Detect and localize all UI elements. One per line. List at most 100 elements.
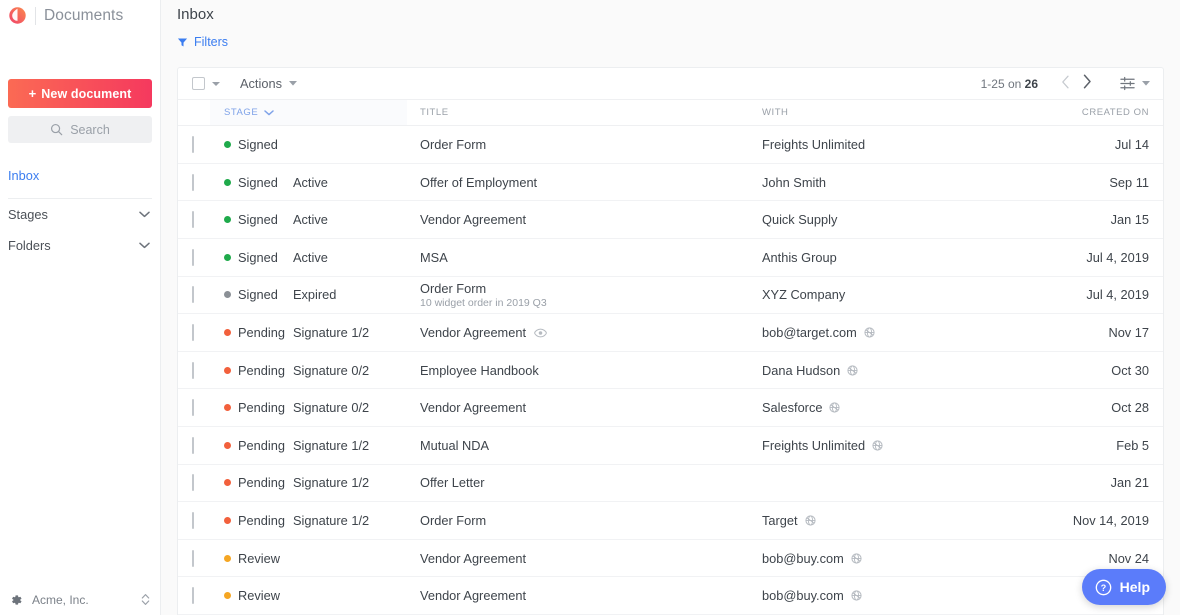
pagination-total: 26 xyxy=(1024,76,1038,91)
table-cell-title[interactable]: Vendor Agreement xyxy=(407,200,762,240)
chevron-left-icon[interactable] xyxy=(1054,75,1076,93)
table-cell-substage: Active xyxy=(293,200,407,240)
col-with[interactable]: WITH xyxy=(762,100,1012,127)
table-cell-title[interactable]: Offer of Employment xyxy=(407,163,762,202)
filters-button[interactable]: Filters xyxy=(177,35,1180,49)
table-cell-title[interactable]: Mutual NDA xyxy=(407,426,762,465)
stage-label: Pending xyxy=(238,513,285,529)
table-cell-stage: Review xyxy=(210,539,293,578)
table-cell-stage: Review xyxy=(210,576,293,615)
table-cell-title[interactable]: Offer Letter xyxy=(407,464,762,503)
help-label: Help xyxy=(1119,579,1150,595)
table-cell-title[interactable]: Order Form 10 widget order in 2019 Q3 xyxy=(407,276,762,315)
row-checkbox[interactable] xyxy=(192,361,194,379)
select-all-caret-down-icon[interactable] xyxy=(212,81,220,86)
new-document-button[interactable]: + New document xyxy=(8,79,152,108)
table-row[interactable]: Signed Expired Order Form 10 widget order i… xyxy=(178,276,1163,315)
row-checkbox[interactable] xyxy=(192,512,194,530)
pagination-count: 1-25 on 26 xyxy=(981,77,1038,91)
search-icon xyxy=(50,123,63,136)
table-row[interactable]: Pending Signature 0/2 Vendor Agreement Sale… xyxy=(178,388,1163,428)
actions-button[interactable]: Actions xyxy=(240,76,297,91)
table-cell-title[interactable]: MSA xyxy=(407,238,762,277)
with-label: Freights Unlimited xyxy=(762,137,866,153)
table-cell-checkbox xyxy=(178,426,210,465)
col-stage[interactable]: STAGE xyxy=(210,100,293,127)
col-stage-label: STAGE xyxy=(224,107,259,119)
table-cell-checkbox xyxy=(178,539,210,578)
table-row[interactable]: Review Vendor Agreement bob@buy.com Nov 24 xyxy=(178,539,1163,578)
column-settings-button[interactable] xyxy=(1120,76,1150,91)
sidebar-group-folders[interactable]: Folders xyxy=(0,230,160,261)
select-all-checkbox[interactable] xyxy=(192,77,205,91)
up-down-chevron-icon xyxy=(141,593,150,606)
table-cell-title[interactable]: Order Form xyxy=(407,125,762,164)
status-dot xyxy=(224,404,231,412)
with-label: bob@target.com xyxy=(762,325,857,341)
org-switcher[interactable]: Acme, Inc. xyxy=(0,583,160,615)
row-checkbox[interactable] xyxy=(192,474,194,492)
table-cell-with: Freights Unlimited xyxy=(762,426,1012,465)
title-label: Vendor Agreement xyxy=(420,212,527,228)
col-created-on[interactable]: CREATED ON xyxy=(1012,100,1163,127)
with-label: bob@buy.com xyxy=(762,588,844,604)
row-checkbox[interactable] xyxy=(192,436,194,454)
table-cell-checkbox xyxy=(178,351,210,390)
table-cell-substage: Expired xyxy=(293,276,407,315)
row-checkbox[interactable] xyxy=(192,286,194,304)
col-title[interactable]: TITLE xyxy=(407,100,762,127)
table-row[interactable]: Signed Active Vendor Agreement Quick Supply… xyxy=(178,200,1163,240)
table-cell-stage: Signed xyxy=(210,238,293,277)
table-row[interactable]: Signed Active Offer of Employment John Smit… xyxy=(178,163,1163,202)
brand: Documents xyxy=(0,0,160,31)
new-document-label: New document xyxy=(41,86,132,101)
status-dot xyxy=(224,178,231,186)
row-checkbox[interactable] xyxy=(192,173,194,191)
table-cell-with: bob@buy.com xyxy=(762,539,1012,578)
table-cell-title[interactable]: Order Form xyxy=(407,501,762,540)
table-cell-title[interactable]: Vendor Agreement xyxy=(407,539,762,578)
chevron-right-icon[interactable] xyxy=(1076,74,1098,93)
row-checkbox[interactable] xyxy=(192,587,194,605)
table-row[interactable]: Pending Signature 1/2 Vendor Agreement bob@… xyxy=(178,313,1163,352)
table-cell-title[interactable]: Vendor Agreement xyxy=(407,313,762,352)
table-cell-title[interactable]: Vendor Agreement xyxy=(407,388,762,428)
search-placeholder: Search xyxy=(70,122,110,137)
row-checkbox[interactable] xyxy=(192,136,194,154)
table-cell-stage: Pending xyxy=(210,351,293,390)
table-row[interactable]: Signed Order Form Freights Unlimited Jul 14 xyxy=(178,125,1163,164)
search-input[interactable]: Search xyxy=(8,116,152,143)
title-label: Order Form xyxy=(420,137,487,153)
table-row[interactable]: Pending Signature 0/2 Employee Handbook Dan… xyxy=(178,351,1163,390)
row-checkbox[interactable] xyxy=(192,324,194,342)
table-cell-substage: Active xyxy=(293,238,407,277)
globe-icon xyxy=(829,402,841,413)
table-row[interactable]: Signed Active MSA Anthis Group Jul 4, 2019 xyxy=(178,238,1163,277)
table-cell-title-subtitle: 10 widget order in 2019 Q3 xyxy=(420,296,547,309)
row-checkbox[interactable] xyxy=(192,211,194,229)
table-cell-substage xyxy=(293,125,407,164)
row-checkbox[interactable] xyxy=(192,399,194,417)
table-cell-checkbox xyxy=(178,388,210,428)
title-label: Vendor Agreement xyxy=(420,588,527,604)
documents-table: STAGE TITLE WITH CREATED ON Signed Order … xyxy=(178,100,1163,615)
table-row[interactable]: Pending Signature 1/2 Offer Letter Jan 21 xyxy=(178,464,1163,503)
sidebar-item-inbox[interactable]: Inbox xyxy=(8,168,40,183)
eye-icon[interactable] xyxy=(534,328,548,338)
table-cell-with: Anthis Group xyxy=(762,238,1012,277)
sidebar-group-stages[interactable]: Stages xyxy=(0,199,160,230)
table-row[interactable]: Pending Signature 1/2 Mutual NDA Freights U… xyxy=(178,426,1163,465)
svg-text:?: ? xyxy=(1100,582,1105,592)
title-label: Order Form xyxy=(420,280,487,296)
table-cell-stage: Signed xyxy=(210,163,293,202)
table-cell-title[interactable]: Employee Handbook xyxy=(407,351,762,390)
globe-icon xyxy=(851,553,862,564)
table-row[interactable]: Review Vendor Agreement bob@buy.com xyxy=(178,576,1163,615)
with-label: Anthis Group xyxy=(762,249,837,265)
row-checkbox[interactable] xyxy=(192,549,194,567)
help-button[interactable]: ? Help xyxy=(1081,569,1166,605)
table-row[interactable]: Pending Signature 1/2 Order Form Target Nov … xyxy=(178,501,1163,540)
table-cell-title[interactable]: Vendor Agreement xyxy=(407,576,762,615)
row-checkbox[interactable] xyxy=(192,248,194,266)
